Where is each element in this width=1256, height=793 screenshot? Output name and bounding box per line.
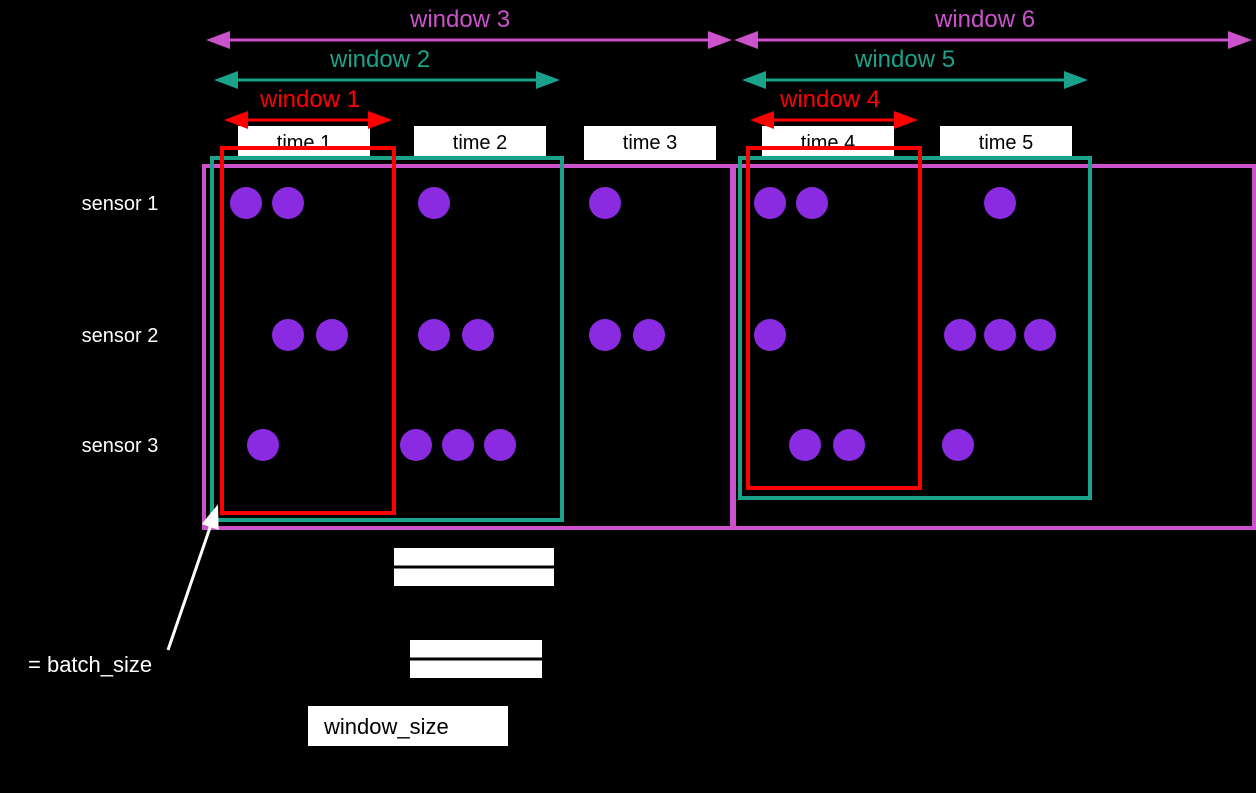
data-point: [754, 187, 786, 219]
data-point: [418, 187, 450, 219]
window-label-w4: window 4: [779, 86, 880, 113]
data-point: [984, 319, 1016, 351]
window-size-arrow: [430, 590, 478, 636]
data-point: [754, 319, 786, 351]
data-point: [796, 187, 828, 219]
data-point: [316, 319, 348, 351]
batch-size-arrow: [168, 510, 216, 650]
time-label-4: time 4: [801, 132, 855, 154]
window-size-label: window_size: [323, 714, 449, 739]
time-label-3: time 3: [623, 132, 677, 154]
data-point: [442, 429, 474, 461]
sensor-label-2: sensor 2: [82, 325, 159, 347]
window-label-w5: window 5: [854, 46, 955, 73]
window-label-w6: window 6: [934, 6, 1035, 33]
sensor-label-3: sensor 3: [82, 435, 159, 457]
data-point: [589, 319, 621, 351]
data-point: [272, 319, 304, 351]
time-label-1: time 1: [277, 132, 331, 154]
data-point: [272, 187, 304, 219]
data-point: [462, 319, 494, 351]
diagram-canvas: time 1 time 2 time 3 time 4 time 5 window 3 wi…: [0, 0, 1256, 793]
window-label-w2: window 2: [329, 46, 430, 73]
data-point: [942, 429, 974, 461]
window-label-w3: window 3: [409, 6, 510, 33]
data-point: [984, 187, 1016, 219]
data-point: [633, 319, 665, 351]
window-label-w1: window 1: [259, 86, 360, 113]
time-label-2: time 2: [453, 132, 507, 154]
data-point: [418, 319, 450, 351]
data-point: [944, 319, 976, 351]
batch-size-label: = batch_size: [28, 652, 152, 677]
data-point: [484, 429, 516, 461]
data-point: [400, 429, 432, 461]
sensor-label-1: sensor 1: [82, 193, 159, 215]
window-rect-w2: [212, 158, 562, 520]
data-point: [247, 429, 279, 461]
data-point: [1024, 319, 1056, 351]
time-label-5: time 5: [979, 132, 1033, 154]
data-point: [589, 187, 621, 219]
data-point: [230, 187, 262, 219]
data-point: [789, 429, 821, 461]
data-point: [833, 429, 865, 461]
